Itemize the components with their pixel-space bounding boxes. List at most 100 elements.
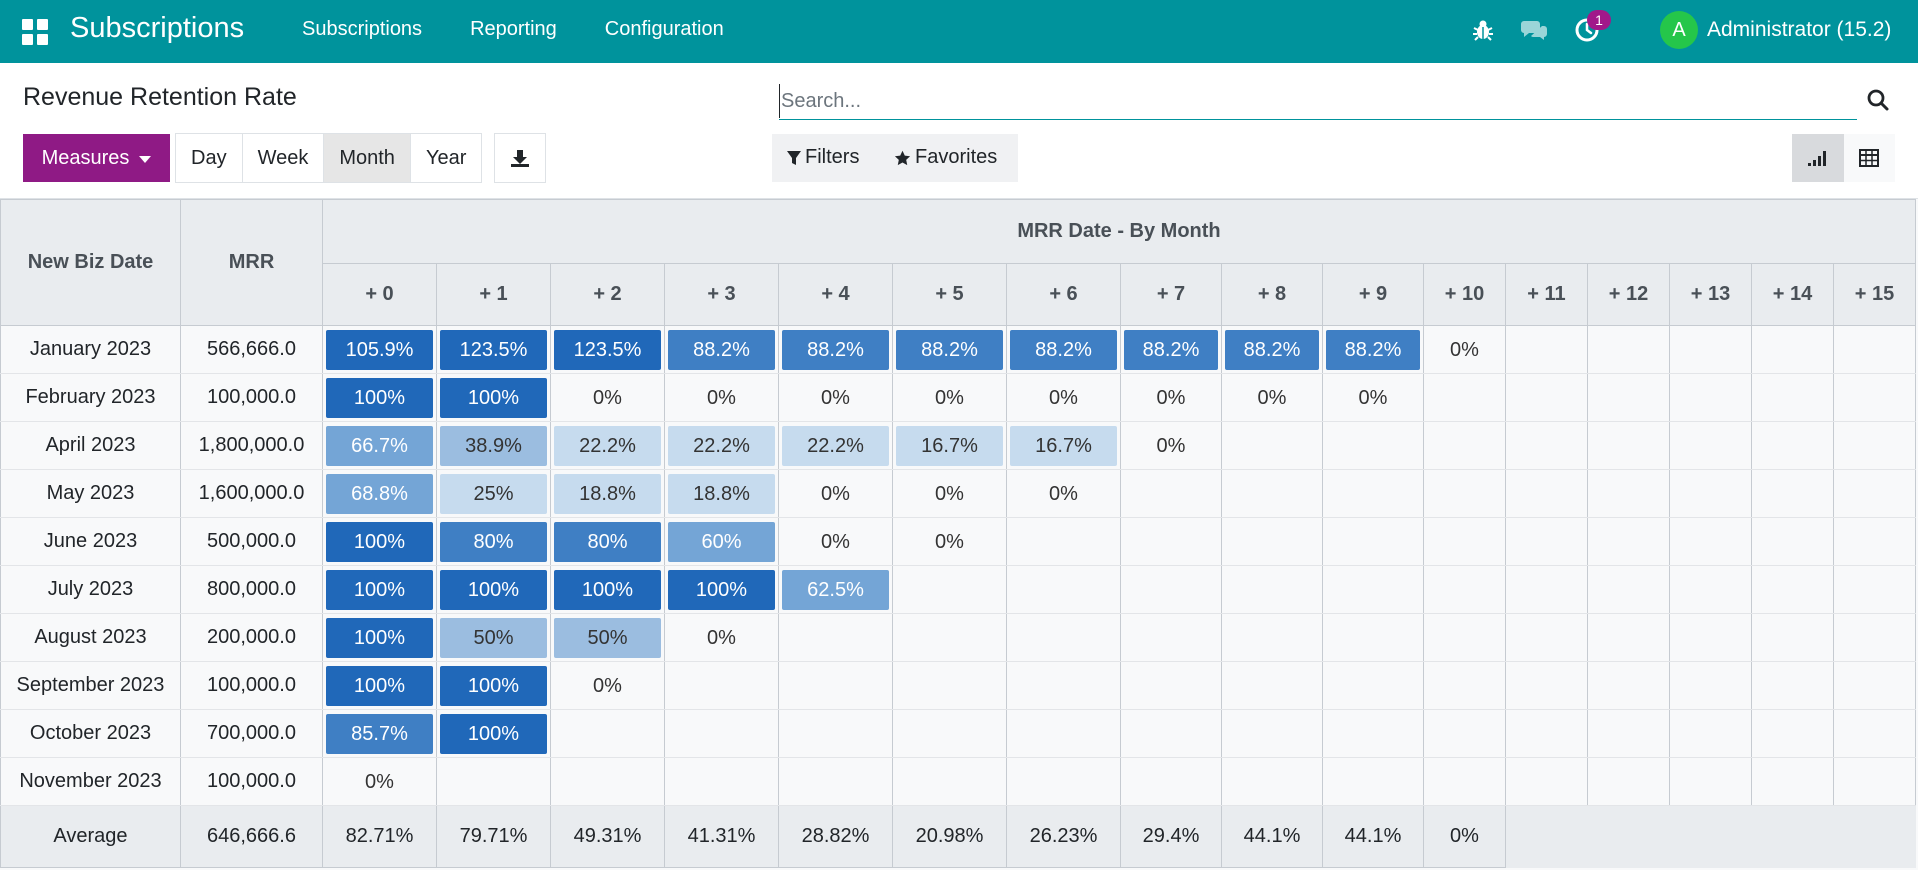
cohort-cell[interactable]: 88.2% xyxy=(1221,325,1323,374)
cohort-cell[interactable]: 0% xyxy=(892,517,1007,566)
cohort-cell[interactable]: 0% xyxy=(1006,373,1121,422)
cohort-cell[interactable]: 100% xyxy=(664,565,779,614)
cohort-cell[interactable]: 0% xyxy=(892,469,1007,518)
cohort-cell[interactable]: 88.2% xyxy=(778,325,893,374)
cohort-cell-value: 0% xyxy=(821,386,850,409)
cohort-cell[interactable]: 66.7% xyxy=(322,421,437,470)
row-mrr: 100,000.0 xyxy=(180,373,323,422)
app-brand[interactable]: Subscriptions xyxy=(70,12,245,44)
row-mrr: 800,000.0 xyxy=(180,565,323,614)
chat-icon[interactable] xyxy=(1520,18,1548,42)
period-header: + 13 xyxy=(1669,263,1752,326)
download-button[interactable] xyxy=(494,133,546,183)
cohort-cell xyxy=(1587,517,1670,566)
cohort-cell[interactable]: 0% xyxy=(664,613,779,662)
cohort-cell[interactable]: 100% xyxy=(322,613,437,662)
search-input[interactable] xyxy=(779,84,1857,118)
cohort-cell xyxy=(664,661,779,710)
user-menu[interactable]: Administrator (15.2) xyxy=(1707,18,1892,41)
interval-day-button[interactable]: Day xyxy=(176,134,243,182)
cohort-cell[interactable]: 100% xyxy=(322,517,437,566)
cohort-cell[interactable]: 0% xyxy=(778,517,893,566)
cohort-cell[interactable]: 62.5% xyxy=(778,565,893,614)
cohort-cell[interactable]: 0% xyxy=(550,661,665,710)
cohort-cell xyxy=(1587,373,1670,422)
cohort-cell[interactable]: 25% xyxy=(436,469,551,518)
menu-item-configuration[interactable]: Configuration xyxy=(604,18,724,40)
cohort-cell[interactable]: 60% xyxy=(664,517,779,566)
favorites-label: Favorites xyxy=(915,146,998,168)
cohort-cell xyxy=(1505,325,1588,374)
cohort-cell xyxy=(1505,661,1588,710)
cohort-cell[interactable]: 18.8% xyxy=(550,469,665,518)
cohort-cell[interactable]: 88.2% xyxy=(1322,325,1424,374)
measures-dropdown-button[interactable]: Measures xyxy=(23,134,170,182)
cohort-cell[interactable]: 100% xyxy=(436,565,551,614)
cohort-cell[interactable]: 16.7% xyxy=(1006,421,1121,470)
apps-menu-icon[interactable] xyxy=(22,19,48,45)
cohort-cell[interactable]: 80% xyxy=(550,517,665,566)
cohort-cell-value: 68.8% xyxy=(326,473,433,514)
cohort-cell[interactable]: 0% xyxy=(1120,421,1222,470)
cohort-cell[interactable]: 100% xyxy=(436,661,551,710)
cohort-cell[interactable]: 0% xyxy=(778,373,893,422)
cohort-cell-value: 123.5% xyxy=(440,329,547,370)
cohort-cell[interactable]: 22.2% xyxy=(550,421,665,470)
cohort-cell[interactable]: 0% xyxy=(550,373,665,422)
period-header: + 0 xyxy=(322,263,437,326)
cohort-cell[interactable]: 0% xyxy=(892,373,1007,422)
cohort-cell[interactable]: 123.5% xyxy=(550,325,665,374)
cohort-cell[interactable]: 88.2% xyxy=(664,325,779,374)
cohort-view-button[interactable] xyxy=(1792,134,1844,182)
menu-item-subscriptions[interactable]: Subscriptions xyxy=(302,18,423,40)
cohort-cell[interactable]: 0% xyxy=(664,373,779,422)
user-avatar[interactable]: A xyxy=(1660,11,1698,49)
cohort-cell[interactable]: 38.9% xyxy=(436,421,551,470)
cohort-cell xyxy=(1423,373,1506,422)
cohort-cell[interactable]: 16.7% xyxy=(892,421,1007,470)
cohort-cell[interactable]: 88.2% xyxy=(892,325,1007,374)
menu-item-reporting[interactable]: Reporting xyxy=(470,18,557,40)
cohort-cell[interactable]: 85.7% xyxy=(322,709,437,758)
cohort-cell[interactable]: 0% xyxy=(1006,469,1121,518)
average-cell: 29.4% xyxy=(1120,805,1222,868)
cohort-cell[interactable]: 22.2% xyxy=(664,421,779,470)
cohort-cell[interactable]: 88.2% xyxy=(1120,325,1222,374)
cohort-cell[interactable]: 100% xyxy=(322,565,437,614)
cohort-row: April 2023 1,800,000.0 66.7% 38.9% 22.2% 22.2… xyxy=(0,421,1916,470)
bug-icon[interactable] xyxy=(1472,18,1494,42)
cohort-cell[interactable]: 80% xyxy=(436,517,551,566)
cohort-cell xyxy=(1322,565,1424,614)
row-label: October 2023 xyxy=(0,709,181,758)
list-view-button[interactable] xyxy=(1843,134,1895,182)
cohort-cell[interactable]: 50% xyxy=(550,613,665,662)
cohort-cell[interactable]: 22.2% xyxy=(778,421,893,470)
cohort-cell[interactable]: 100% xyxy=(436,709,551,758)
cohort-cell[interactable]: 100% xyxy=(322,373,437,422)
interval-year-button[interactable]: Year xyxy=(410,134,482,182)
cohort-cell[interactable]: 88.2% xyxy=(1006,325,1121,374)
cohort-cell[interactable]: 123.5% xyxy=(436,325,551,374)
cohort-cell[interactable]: 0% xyxy=(1120,373,1222,422)
cohort-cell[interactable]: 100% xyxy=(322,661,437,710)
cohort-cell[interactable]: 68.8% xyxy=(322,469,437,518)
cohort-cell[interactable]: 100% xyxy=(550,565,665,614)
cohort-cell[interactable]: 0% xyxy=(1221,373,1323,422)
cohort-cell[interactable]: 0% xyxy=(322,757,437,806)
cohort-cell[interactable]: 100% xyxy=(436,373,551,422)
favorites-button[interactable]: Favorites xyxy=(894,146,997,169)
cohort-cell[interactable]: 18.8% xyxy=(664,469,779,518)
row-mrr: 1,800,000.0 xyxy=(180,421,323,470)
cohort-cell[interactable]: 0% xyxy=(1423,325,1506,374)
cohort-cell[interactable]: 105.9% xyxy=(322,325,437,374)
filters-button[interactable]: Filters xyxy=(787,146,859,169)
period-header: + 14 xyxy=(1751,263,1834,326)
cohort-cell-value: 62.5% xyxy=(782,569,889,610)
cohort-cell[interactable]: 50% xyxy=(436,613,551,662)
search-icon[interactable] xyxy=(1866,88,1890,112)
interval-week-button[interactable]: Week xyxy=(242,134,325,182)
cohort-cell[interactable]: 0% xyxy=(778,469,893,518)
table-icon xyxy=(1859,149,1880,167)
interval-month-button[interactable]: Month xyxy=(324,134,411,182)
cohort-cell[interactable]: 0% xyxy=(1322,373,1424,422)
